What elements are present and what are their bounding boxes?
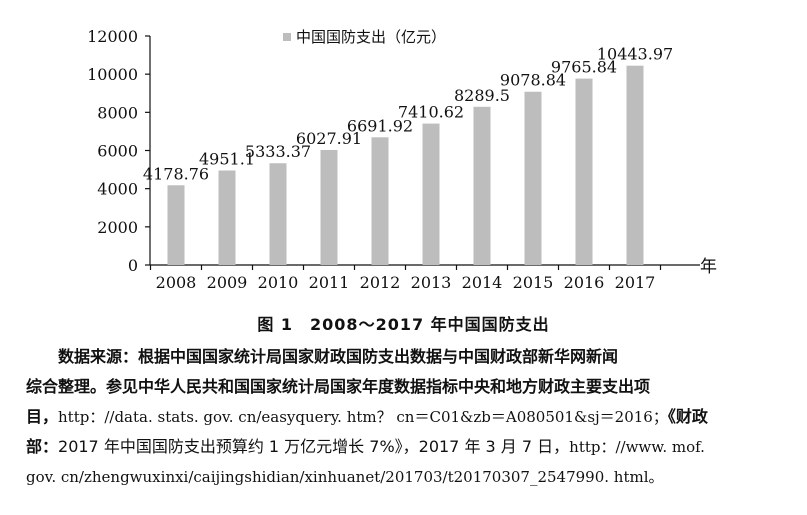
legend-swatch <box>283 33 291 41</box>
y-tick-label: 10000 <box>87 65 138 84</box>
bar-value-label: 10443.97 <box>597 45 673 64</box>
bar-value-label: 5333.37 <box>245 142 311 161</box>
x-tick-label: 2016 <box>564 273 605 292</box>
x-axis: 2008 2009 2010 2011 2012 2013 2014 2015 2016 2017 <box>149 264 700 292</box>
bar-value-label: 6027.91 <box>296 129 362 148</box>
y-tick-label: 8000 <box>97 103 138 122</box>
x-tick-label: 2015 <box>513 273 554 292</box>
x-tick-label: 2014 <box>462 273 503 292</box>
x-tick-label: 2009 <box>207 273 248 292</box>
x-tick-label: 2008 <box>156 273 197 292</box>
bars <box>167 65 644 266</box>
bar <box>167 185 185 265</box>
bar-value-label: 8289.5 <box>454 86 510 105</box>
source-line-4-lead: 部： <box>26 437 59 456</box>
bar <box>218 170 236 265</box>
bar-value-label: 4178.76 <box>143 164 209 183</box>
defense-spending-chart: 0 2000 4000 6000 8000 10000 12000 2008 2009 2010… <box>87 27 717 292</box>
x-tick-label: 2010 <box>258 273 299 292</box>
legend-label: 中国国防支出（亿元） <box>296 28 446 46</box>
bar <box>269 163 287 265</box>
y-tick-label: 12000 <box>87 27 138 46</box>
figure-caption: 图 1 2008～2017 年中国国防支出 <box>257 315 550 334</box>
source-line-4-text: 2017 年中国国防支出预算约 1 万亿元增长 7%》，2017 年 3 月 7… <box>58 437 570 456</box>
x-axis-unit-label: 年 <box>700 257 717 277</box>
bar-value-label: 9765.84 <box>551 58 617 77</box>
bar-value-label: 9078.84 <box>500 71 566 90</box>
bar-value-label: 6691.92 <box>347 116 413 135</box>
bar-labels: 4178.764951.15333.376027.916691.927410.6… <box>143 45 673 184</box>
bar <box>473 106 491 265</box>
source-line-4: 部：2017 年中国国防支出预算约 1 万亿元增长 7%》，2017 年 3 月… <box>26 432 796 462</box>
x-tick-label: 2012 <box>360 273 401 292</box>
x-tick-label: 2013 <box>411 273 452 292</box>
bar-value-label: 4951.1 <box>199 150 255 169</box>
bar-value-label: 7410.62 <box>398 103 464 122</box>
source-line-3-tail: 《财政 <box>667 407 708 426</box>
source-url-2: http：//www. mof. <box>569 438 705 456</box>
bar <box>422 123 440 266</box>
bar <box>371 137 389 265</box>
source-url-1: http：//data. stats. gov. cn/easyquery. h… <box>58 408 668 426</box>
y-tick-label: 0 <box>128 256 138 275</box>
source-line-3-lead: 目， <box>26 407 59 426</box>
source-line-5: gov. cn/zhengwuxinxi/caijingshidian/xinh… <box>26 468 664 486</box>
source-line-3: 目，http：//data. stats. gov. cn/easyquery.… <box>26 402 796 432</box>
x-tick-label: 2017 <box>615 273 656 292</box>
y-axis: 0 2000 4000 6000 8000 10000 12000 <box>87 27 151 275</box>
bar <box>626 65 644 265</box>
bar <box>524 91 542 265</box>
source-line-2: 综合整理。参见中华人民共和国国家统计局国家年度数据指标中央和地方财政主要支出项 <box>26 377 651 396</box>
legend: 中国国防支出（亿元） <box>283 28 446 46</box>
bar <box>320 149 338 265</box>
y-tick-label: 4000 <box>97 180 138 199</box>
y-tick-label: 2000 <box>97 218 138 237</box>
y-tick-label: 6000 <box>97 142 138 161</box>
x-tick-label: 2011 <box>309 273 350 292</box>
source-line-1: 数据来源：根据中国国家统计局国家财政国防支出数据与中国财政部新华网新闻 <box>58 347 619 366</box>
source-note: 数据来源：根据中国国家统计局国家财政国防支出数据与中国财政部新华网新闻 综合整理… <box>26 342 796 492</box>
bar <box>575 78 593 265</box>
